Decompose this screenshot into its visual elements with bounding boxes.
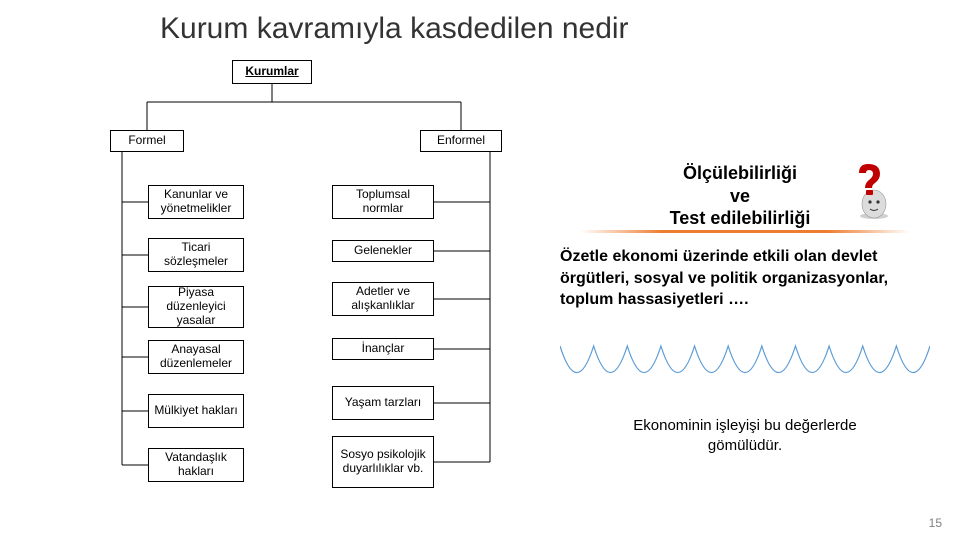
tree-node-0-0: Kanunlar ve yönetmelikler — [148, 185, 244, 219]
tree-node-1-0: Toplumsal normlar — [332, 185, 434, 219]
tree-node-0-2: Piyasa düzenleyici yasalar — [148, 286, 244, 328]
tree-node-0-1: Ticari sözleşmeler — [148, 238, 244, 272]
tree-node-1-4: Yaşam tarzları — [332, 386, 434, 420]
tree-node-0-5: Vatandaşlık hakları — [148, 448, 244, 482]
measurability-heading: ÖlçülebilirliğiveTest edilebilirliği — [620, 162, 860, 230]
tree-node-1-2: Adetler ve alışkanlıklar — [332, 282, 434, 316]
summary-paragraph: Özetle ekonomi üzerinde etkili olan devl… — [560, 246, 930, 311]
branch-head-1: Enformel — [420, 130, 502, 152]
tree-node-1-1: Gelenekler — [332, 240, 434, 262]
tree-node-1-5: Sosyo psikolojik duyarlılıklar vb. — [332, 436, 434, 488]
page-title: Kurum kavramıyla kasdedilen nedir — [160, 12, 629, 46]
cloud-callout — [560, 340, 930, 384]
tree-root: Kurumlar — [232, 60, 312, 84]
tree-node-1-3: İnançlar — [332, 338, 434, 360]
slide-number: 15 — [929, 516, 942, 530]
tree-node-0-4: Mülkiyet hakları — [148, 394, 244, 428]
branch-head-0: Formel — [110, 130, 184, 152]
question-mark-icon — [850, 160, 898, 220]
embedded-note: Ekonominin işleyişi bu değerlerde gömülü… — [600, 416, 890, 457]
tree-node-0-3: Anayasal düzenlemeler — [148, 340, 244, 374]
divider-rule — [580, 230, 910, 233]
